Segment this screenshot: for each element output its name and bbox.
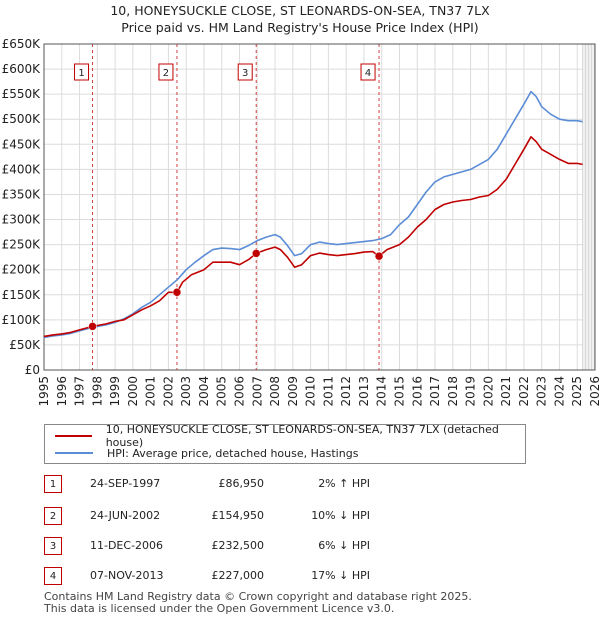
- y-tick-label: £400K: [2, 162, 42, 176]
- x-tick-label: 2022: [517, 376, 531, 407]
- y-tick-label: £600K: [2, 62, 42, 76]
- sale-point-1: [88, 322, 97, 331]
- y-tick-label: £250K: [2, 238, 42, 252]
- legend-label-price-paid: 10, HONEYSUCKLE CLOSE, ST LEONARDS-ON-SE…: [105, 423, 499, 449]
- legend-swatch-hpi: [55, 452, 93, 454]
- plot-area: [44, 44, 595, 370]
- chart-title-subtitle: Price paid vs. HM Land Registry's House …: [121, 20, 479, 35]
- x-tick-label: 2016: [410, 376, 424, 407]
- x-tick-label: 2014: [375, 376, 389, 407]
- x-tick-label: 2012: [339, 376, 353, 407]
- x-tick-label: 2023: [535, 376, 549, 407]
- y-tick-label: £0: [25, 363, 40, 377]
- sale-date: 24-SEP-1997: [90, 477, 161, 490]
- legend-swatch-price-paid: [55, 435, 92, 437]
- sale-chart-box-1: [74, 63, 90, 81]
- x-tick-label: 1997: [73, 376, 87, 407]
- legend-item-price-paid: 10, HONEYSUCKLE CLOSE, ST LEONARDS-ON-SE…: [55, 423, 525, 449]
- x-tick-label: 2004: [197, 376, 211, 407]
- legend-label-hpi: HPI: Average price, detached house, Hast…: [107, 446, 359, 460]
- sale-chart-label-1: 1: [78, 68, 84, 79]
- sale-row: 1 24-SEP-1997 £86,950 2% ↑ HPI: [0, 475, 600, 495]
- sale-marker-label: 1: [44, 475, 62, 493]
- x-tick-label: 2011: [321, 376, 335, 407]
- sale-chart-box-4: [360, 63, 376, 81]
- sale-price: £227,000: [211, 569, 265, 582]
- footer-line-licence: This data is licensed under the Open Gov…: [44, 602, 395, 615]
- sale-date: 24-JUN-2002: [90, 509, 161, 522]
- y-tick-label: £650K: [2, 37, 42, 51]
- sale-marker-label: 4: [44, 567, 62, 585]
- x-tick-label: 2019: [464, 376, 478, 407]
- x-tick-label: 2000: [126, 376, 140, 407]
- sale-hpi-diff: 10% ↓ HPI: [311, 509, 370, 522]
- chart-legend: 10, HONEYSUCKLE CLOSE, ST LEONARDS-ON-SE…: [44, 423, 526, 464]
- x-tick-label: 2015: [392, 376, 406, 407]
- x-tick-label: 2013: [357, 376, 371, 407]
- x-tick-label: 2005: [215, 376, 229, 407]
- sale-date: 11-DEC-2006: [90, 539, 164, 552]
- x-tick-label: 1995: [37, 376, 51, 407]
- y-tick-label: £100K: [2, 313, 42, 327]
- sale-point-2: [172, 288, 182, 297]
- sale-chart-label-3: 3: [242, 68, 248, 79]
- sale-price: £86,950: [218, 477, 265, 490]
- x-tick-label: 2002: [161, 376, 175, 407]
- sale-chart-box-2: [158, 63, 174, 81]
- x-tick-label: 2001: [144, 376, 158, 407]
- x-tick-label: 2020: [481, 376, 495, 407]
- x-tick-label: 2018: [446, 376, 460, 407]
- y-tick-label: £50K: [9, 338, 41, 352]
- sale-chart-label-2: 2: [163, 68, 169, 79]
- sale-point-4: [374, 251, 384, 261]
- sale-price: £154,950: [211, 509, 265, 522]
- sale-row: 3 11-DEC-2006 £232,500 6% ↓ HPI: [0, 537, 600, 557]
- x-tick-label: 2025: [570, 376, 584, 407]
- x-tick-label: 2008: [268, 376, 282, 407]
- y-tick-label: £300K: [2, 213, 42, 227]
- price-paid-line: [43, 136, 583, 338]
- y-tick-label: £350K: [2, 187, 42, 201]
- sale-hpi-diff: 2% ↑ HPI: [318, 477, 370, 490]
- x-tick-label: 2026: [588, 376, 600, 407]
- sale-row: 2 24-JUN-2002 £154,950 10% ↓ HPI: [0, 507, 600, 527]
- x-tick-label: 1996: [55, 376, 69, 407]
- sale-price: £232,500: [211, 539, 265, 552]
- x-tick-label: 2010: [304, 376, 318, 407]
- x-tick-label: 2009: [286, 376, 300, 407]
- sale-row: 4 07-NOV-2013 £227,000 17% ↓ HPI: [0, 567, 600, 587]
- sale-hpi-diff: 17% ↓ HPI: [311, 569, 370, 582]
- y-tick-label: £200K: [2, 263, 42, 277]
- sale-chart-label-4: 4: [365, 68, 371, 79]
- x-tick-label: 2003: [179, 376, 193, 407]
- y-tick-label: £450K: [2, 137, 42, 151]
- plot-frame: [43, 43, 596, 371]
- x-tick-label: 2017: [428, 376, 442, 407]
- sale-chart-box-3: [237, 63, 253, 81]
- x-tick-label: 2006: [233, 376, 247, 407]
- x-tick-label: 1999: [108, 376, 122, 407]
- chart-title-address: 10, HONEYSUCKLE CLOSE, ST LEONARDS-ON-SE…: [110, 3, 490, 18]
- legend-item-hpi: HPI: Average price, detached house, Hast…: [55, 445, 358, 461]
- x-tick-label: 2021: [499, 376, 513, 407]
- sale-marker-label: 2: [44, 507, 62, 525]
- x-tick-label: 2007: [250, 376, 264, 407]
- sale-date: 07-NOV-2013: [90, 569, 164, 582]
- y-tick-label: £500K: [2, 112, 42, 126]
- hpi-line: [43, 90, 583, 339]
- y-tick-label: £550K: [2, 87, 42, 101]
- x-tick-label: 2024: [552, 376, 566, 407]
- price-chart: £0 £50K £100K £150K £200K £250K £300K £350K £400…: [2, 37, 600, 407]
- footer-line-copyright: Contains HM Land Registry data © Crown c…: [44, 590, 472, 603]
- sale-point-3: [251, 249, 261, 258]
- sale-marker-label: 3: [44, 537, 62, 555]
- sale-hpi-diff: 6% ↓ HPI: [318, 539, 370, 552]
- copyright-footer: Contains HM Land Registry data © Crown c…: [44, 591, 472, 615]
- y-tick-label: £150K: [2, 288, 42, 302]
- x-tick-label: 1998: [90, 376, 104, 407]
